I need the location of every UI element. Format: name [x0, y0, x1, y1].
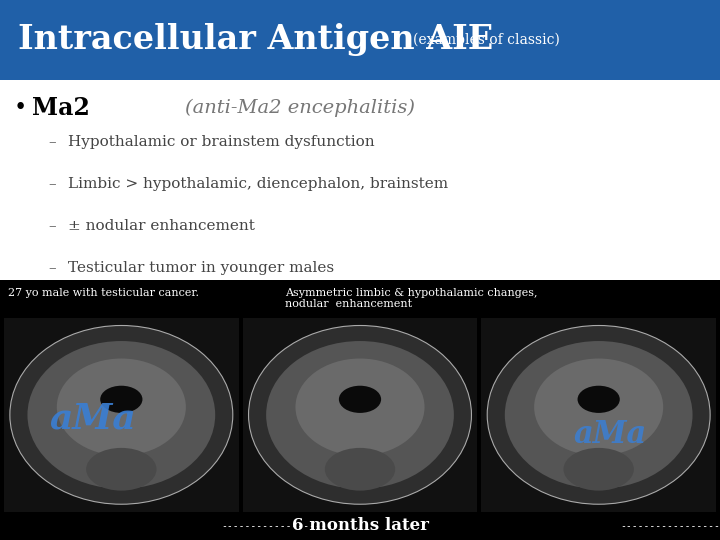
Ellipse shape — [487, 326, 710, 504]
FancyBboxPatch shape — [0, 280, 720, 540]
Text: Ma2: Ma2 — [32, 96, 90, 120]
Text: aMa: aMa — [50, 402, 137, 436]
Text: Testicular tumor in younger males: Testicular tumor in younger males — [68, 261, 334, 275]
FancyBboxPatch shape — [482, 318, 716, 512]
Text: aMa: aMa — [574, 419, 647, 450]
Ellipse shape — [27, 341, 215, 489]
FancyBboxPatch shape — [0, 80, 720, 280]
Ellipse shape — [100, 386, 143, 413]
Ellipse shape — [10, 326, 233, 504]
Ellipse shape — [339, 386, 381, 413]
Text: Hypothalamic or brainstem dysfunction: Hypothalamic or brainstem dysfunction — [68, 135, 374, 149]
Text: ± nodular enhancement: ± nodular enhancement — [68, 219, 255, 233]
Text: Intracellular Antigen AIE: Intracellular Antigen AIE — [18, 23, 493, 57]
Text: –: – — [48, 135, 55, 149]
Text: --------------------: -------------------- — [221, 521, 338, 531]
Text: •: • — [14, 97, 27, 119]
Ellipse shape — [534, 359, 663, 456]
Text: (anti-Ma2 encephalitis): (anti-Ma2 encephalitis) — [185, 99, 415, 117]
FancyBboxPatch shape — [4, 318, 238, 512]
Ellipse shape — [577, 386, 620, 413]
FancyBboxPatch shape — [0, 0, 720, 80]
Ellipse shape — [248, 326, 472, 504]
Ellipse shape — [295, 359, 425, 456]
Text: Limbic > hypothalamic, diencephalon, brainstem: Limbic > hypothalamic, diencephalon, bra… — [68, 177, 448, 191]
Text: –: – — [48, 261, 55, 275]
Ellipse shape — [266, 341, 454, 489]
Ellipse shape — [86, 448, 156, 491]
FancyBboxPatch shape — [243, 318, 477, 512]
Text: –: – — [48, 219, 55, 233]
Ellipse shape — [505, 341, 693, 489]
Text: 27 yo male with testicular cancer.: 27 yo male with testicular cancer. — [8, 288, 199, 298]
Ellipse shape — [57, 359, 186, 456]
Text: Asymmetric limbic & hypothalamic changes,
nodular  enhancement: Asymmetric limbic & hypothalamic changes… — [285, 288, 538, 309]
Text: --------------------: -------------------- — [620, 521, 720, 531]
Ellipse shape — [325, 448, 395, 491]
Text: (examples of classic): (examples of classic) — [413, 33, 560, 47]
Text: –: – — [48, 177, 55, 191]
Ellipse shape — [564, 448, 634, 491]
Text: 6 months later: 6 months later — [292, 517, 428, 535]
